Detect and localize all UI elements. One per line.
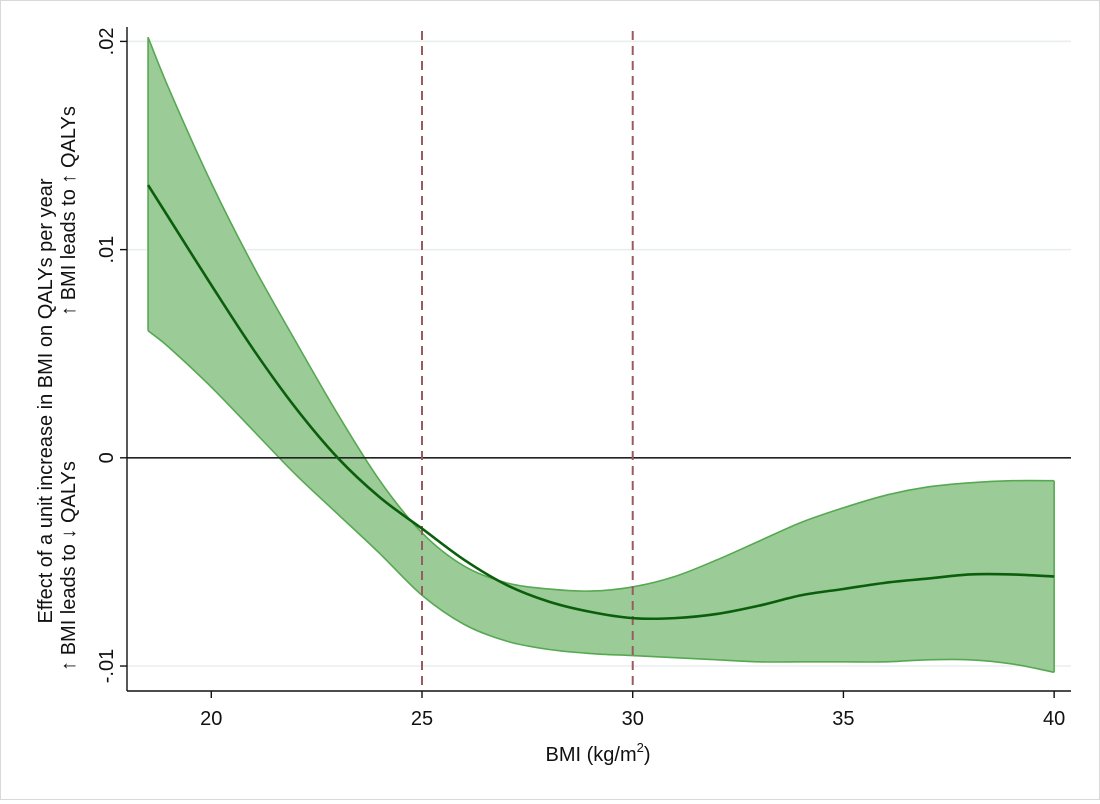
- confidence-band-layer: [147, 36, 1055, 674]
- y-tick-label-group-0: 0: [96, 452, 118, 463]
- estimate-line-layer: [146, 184, 1055, 621]
- y-axis-title-line1: Effect of a unit increase in BMI on QALY…: [35, 178, 57, 623]
- confidence-band-upper-edge: [147, 36, 1055, 592]
- y-axis-title-line1-group: Effect of a unit increase in BMI on QALY…: [35, 178, 57, 623]
- x-axis-title-superscript: 2: [637, 740, 644, 755]
- x-axis-title: BMI (kg/m2): [545, 740, 650, 766]
- y-tick-label-.02: .02: [96, 28, 118, 56]
- estimate-line: [146, 184, 1055, 621]
- y-axis-title-negative-group: ↑ BMI leads to ↓ QALYs: [58, 461, 80, 671]
- y-axis-title-negative-effect: ↑ BMI leads to ↓ QALYs: [58, 461, 80, 671]
- x-axis-title-suffix: ): [644, 744, 651, 766]
- y-axis-title-positive-group: ↑ BMI leads to ↑ QALYs: [58, 106, 80, 316]
- y-tick-label-group--.01: -.01: [96, 649, 118, 683]
- x-tick-label-25: 25: [411, 708, 433, 730]
- y-tick-label-.01: .01: [96, 236, 118, 264]
- x-tick-label-30: 30: [622, 708, 644, 730]
- y-axis-title-positive-effect: ↑ BMI leads to ↑ QALYs: [58, 106, 80, 316]
- axes-layer: 20 25 30 35 40 -.01 0 .01 .02: [96, 27, 1071, 730]
- y-tick-label--.01: -.01: [96, 649, 118, 683]
- x-tick-label-20: 20: [200, 708, 222, 730]
- x-tick-label-35: 35: [832, 708, 854, 730]
- y-tick-label-group-.02: .02: [96, 28, 118, 56]
- reference-lines-layer: [127, 31, 1071, 691]
- x-axis-title-main: BMI (kg/m: [545, 744, 636, 766]
- y-tick-label-0: 0: [96, 452, 118, 463]
- y-tick-label-group-.01: .01: [96, 236, 118, 264]
- grid-layer: [127, 40, 1071, 667]
- x-tick-label-40: 40: [1043, 708, 1065, 730]
- confidence-band-lower-edge: [147, 330, 1055, 674]
- confidence-band-area: [148, 37, 1055, 673]
